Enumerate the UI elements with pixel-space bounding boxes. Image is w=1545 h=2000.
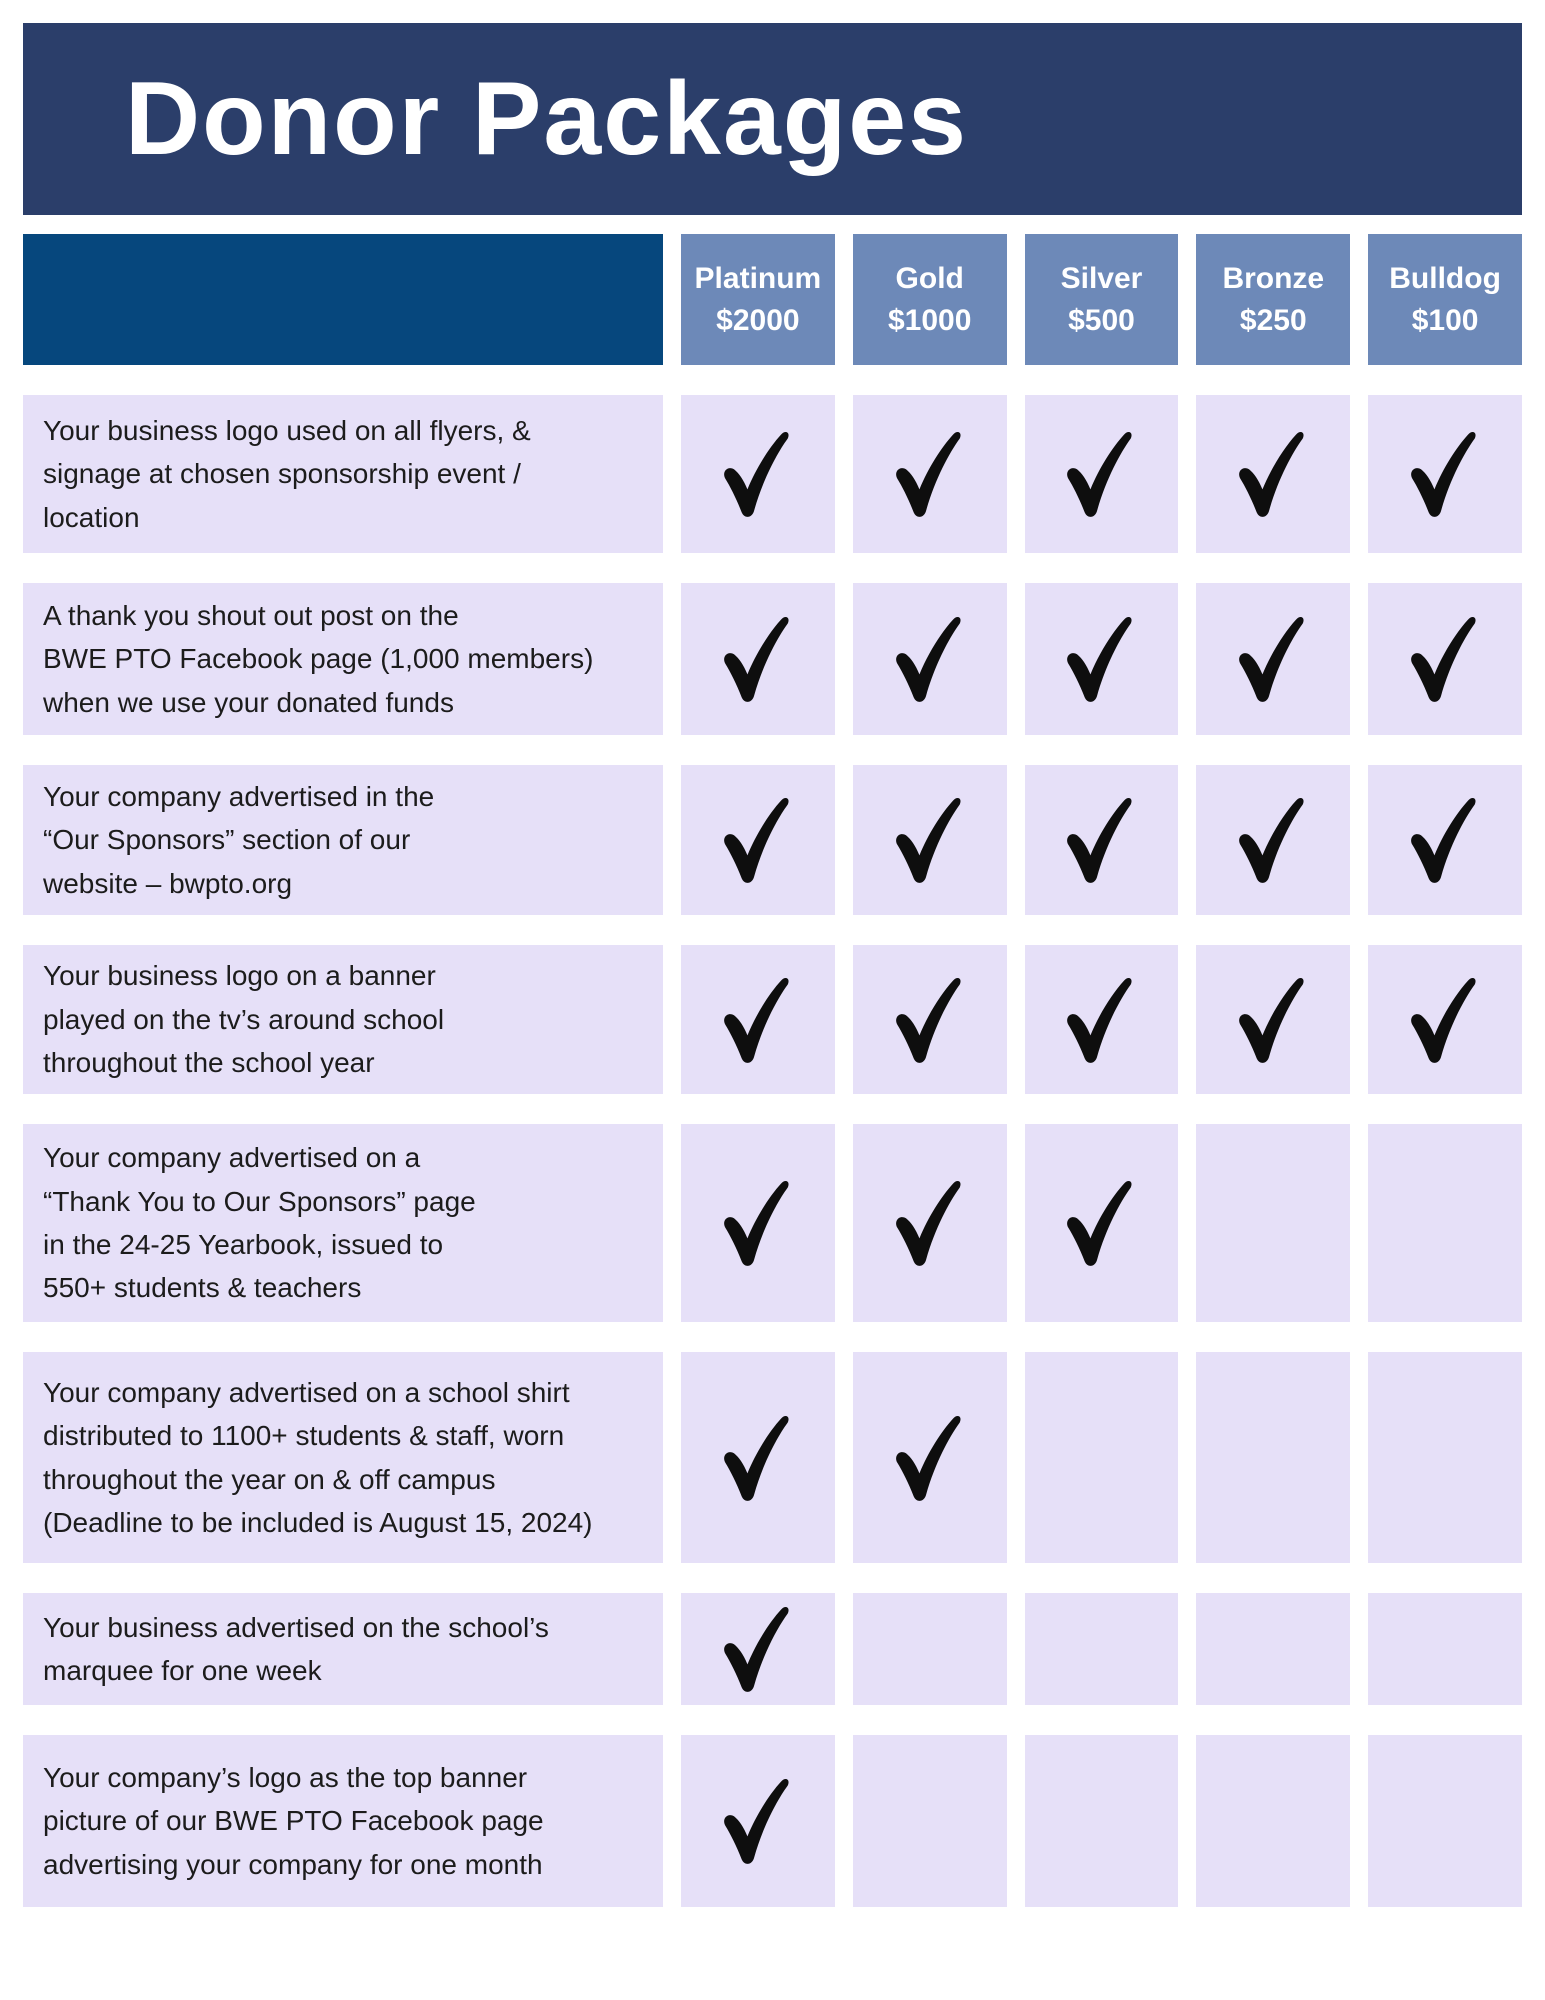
benefit-cell [1196, 395, 1351, 553]
checkmark-icon [1067, 616, 1133, 702]
benefit-cell [1024, 395, 1179, 553]
checkmark-icon [1067, 797, 1133, 883]
benefit-cell [681, 1124, 835, 1322]
benefit-cell [1368, 1124, 1522, 1322]
benefit-cell [681, 1593, 835, 1705]
benefit-cell [681, 395, 835, 553]
benefit-cell [1196, 1124, 1351, 1322]
checkmark-icon [1239, 616, 1304, 702]
checkmark-icon [1239, 431, 1304, 517]
benefit-cell [1368, 1593, 1522, 1705]
benefit-cell [681, 1735, 835, 1907]
tier-price: $250 [1239, 303, 1307, 337]
tier-price: $1000 [887, 303, 972, 337]
checkmark-icon [1239, 797, 1304, 883]
benefit-description: Your business advertised on the school’s… [23, 1593, 663, 1705]
benefit-cell [1024, 1593, 1179, 1705]
checkmark-icon [895, 1415, 961, 1501]
benefit-cell [681, 583, 835, 735]
tier-name: Gold [895, 261, 964, 295]
benefit-cell [681, 1352, 835, 1563]
tier-header-bronze: Bronze $250 [1196, 234, 1351, 365]
benefit-cell [852, 945, 1007, 1094]
benefit-cell [1368, 945, 1522, 1094]
tier-price: $500 [1068, 303, 1135, 337]
benefit-description: Your company advertised in the “Our Spon… [23, 765, 663, 915]
benefit-cell [852, 765, 1007, 915]
benefit-description: Your company advertised on a school shir… [23, 1352, 663, 1563]
checkmark-icon [724, 1415, 789, 1501]
tier-price: $100 [1411, 303, 1479, 337]
header-blank-cell [23, 234, 663, 365]
benefit-cell [1024, 1735, 1179, 1907]
checkmark-icon [1411, 797, 1476, 883]
benefit-cell [1024, 1124, 1179, 1322]
checkmark-icon [1411, 616, 1476, 702]
checkmark-icon [895, 431, 961, 517]
benefit-cell [1196, 1352, 1351, 1563]
checkmark-icon [724, 616, 789, 702]
tier-name: Platinum [694, 261, 822, 295]
benefit-cell [1368, 765, 1522, 915]
checkmark-icon [1411, 431, 1476, 517]
benefit-cell [852, 1124, 1007, 1322]
tier-name: Silver [1060, 261, 1143, 295]
tier-name: Bulldog [1389, 261, 1501, 295]
tier-price: $2000 [716, 303, 800, 337]
checkmark-icon [724, 431, 789, 517]
page-title: Donor Packages [125, 61, 968, 177]
tier-header-silver: Silver $500 [1024, 234, 1179, 365]
benefit-cell [681, 765, 835, 915]
checkmark-icon [895, 616, 961, 702]
tier-header-gold: Gold $1000 [852, 234, 1007, 365]
tier-header-platinum: Platinum $2000 [681, 234, 835, 365]
checkmark-icon [895, 977, 961, 1063]
benefit-cell [852, 583, 1007, 735]
benefit-cell [852, 395, 1007, 553]
benefit-cell [852, 1593, 1007, 1705]
benefit-cell [1024, 765, 1179, 915]
checkmark-icon [1067, 1180, 1133, 1266]
checkmark-icon [724, 1778, 789, 1864]
tier-name: Bronze [1222, 261, 1325, 295]
benefit-cell [1024, 945, 1179, 1094]
checkmark-icon [1239, 977, 1304, 1063]
checkmark-icon [724, 977, 789, 1063]
benefit-cell [1024, 583, 1179, 735]
benefit-cell [1368, 395, 1522, 553]
benefit-cell [1196, 1593, 1351, 1705]
benefit-cell [1196, 945, 1351, 1094]
checkmark-icon [724, 797, 789, 883]
benefit-description: Your company advertised on a “Thank You … [23, 1124, 663, 1322]
benefit-cell [1368, 1352, 1522, 1563]
benefit-description: Your business logo on a banner played on… [23, 945, 663, 1094]
benefit-description: Your company’s logo as the top banner pi… [23, 1735, 663, 1907]
benefit-cell [1024, 1352, 1179, 1563]
checkmark-icon [724, 1180, 789, 1266]
benefit-description: A thank you shout out post on the BWE PT… [23, 583, 663, 735]
benefit-cell [1196, 1735, 1351, 1907]
checkmark-icon [724, 1606, 789, 1692]
checkmark-icon [1411, 977, 1476, 1063]
benefit-cell [1196, 583, 1351, 735]
benefit-cell [681, 945, 835, 1094]
tier-header-bulldog: Bulldog $100 [1368, 234, 1522, 365]
checkmark-icon [1067, 977, 1133, 1063]
benefit-cell [1368, 583, 1522, 735]
benefit-description: Your business logo used on all flyers, &… [23, 395, 663, 553]
benefit-cell [1368, 1735, 1522, 1907]
checkmark-icon [1067, 431, 1133, 517]
title-banner: Donor Packages [23, 23, 1522, 215]
benefit-cell [1196, 765, 1351, 915]
packages-table: Platinum $2000 Gold $1000 Silver $500 Br… [23, 234, 1522, 1907]
benefit-cell [852, 1352, 1007, 1563]
benefit-cell [852, 1735, 1007, 1907]
checkmark-icon [895, 797, 961, 883]
checkmark-icon [895, 1180, 961, 1266]
